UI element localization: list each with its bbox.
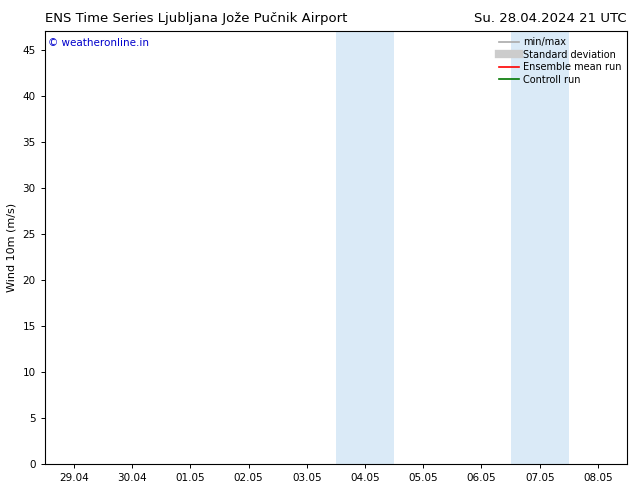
Y-axis label: Wind 10m (m/s): Wind 10m (m/s) <box>7 203 17 293</box>
Legend: min/max, Standard deviation, Ensemble mean run, Controll run: min/max, Standard deviation, Ensemble me… <box>496 33 625 89</box>
Text: Su. 28.04.2024 21 UTC: Su. 28.04.2024 21 UTC <box>474 12 627 25</box>
Bar <box>336 31 365 464</box>
Text: ENS Time Series Ljubljana Jože Pučnik Airport: ENS Time Series Ljubljana Jože Pučnik Ai… <box>45 12 347 25</box>
Bar <box>540 31 569 464</box>
Bar <box>510 31 540 464</box>
Bar <box>365 31 394 464</box>
Text: © weatheronline.in: © weatheronline.in <box>48 38 149 48</box>
